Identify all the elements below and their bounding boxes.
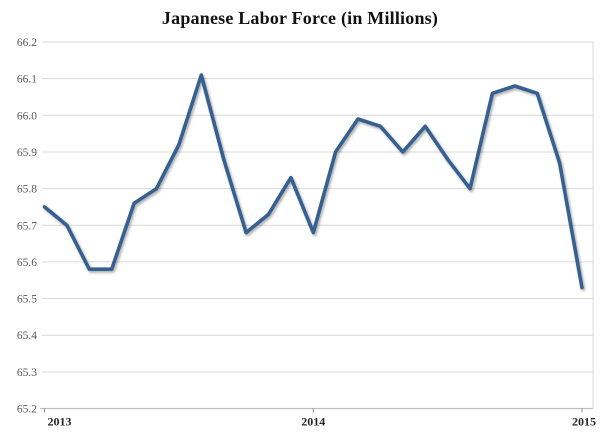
y-axis-tick-label: 65.9 bbox=[17, 147, 37, 159]
y-axis-tick-label: 65.6 bbox=[17, 257, 37, 269]
chart-title: Japanese Labor Force (in Millions) bbox=[161, 8, 439, 28]
x-axis-tick-label: 2015 bbox=[572, 415, 596, 429]
y-axis-tick-label: 65.2 bbox=[17, 404, 37, 416]
x-axis-tick-label: 2014 bbox=[301, 415, 325, 429]
y-axis-tick-label: 66.2 bbox=[17, 37, 37, 49]
y-axis-tick-label: 66.1 bbox=[17, 74, 37, 86]
y-axis-tick-label: 65.4 bbox=[17, 330, 37, 342]
y-axis-tick-label: 65.3 bbox=[17, 367, 37, 379]
labor-force-line bbox=[42, 73, 584, 290]
y-axis-tick-label: 65.5 bbox=[17, 294, 37, 306]
y-axis-tick-label: 65.8 bbox=[17, 184, 37, 196]
x-axis-tick-label: 2013 bbox=[48, 415, 72, 429]
y-axis-tick-label: 65.7 bbox=[17, 220, 37, 232]
y-axis-tick-label: 66.0 bbox=[17, 110, 37, 122]
